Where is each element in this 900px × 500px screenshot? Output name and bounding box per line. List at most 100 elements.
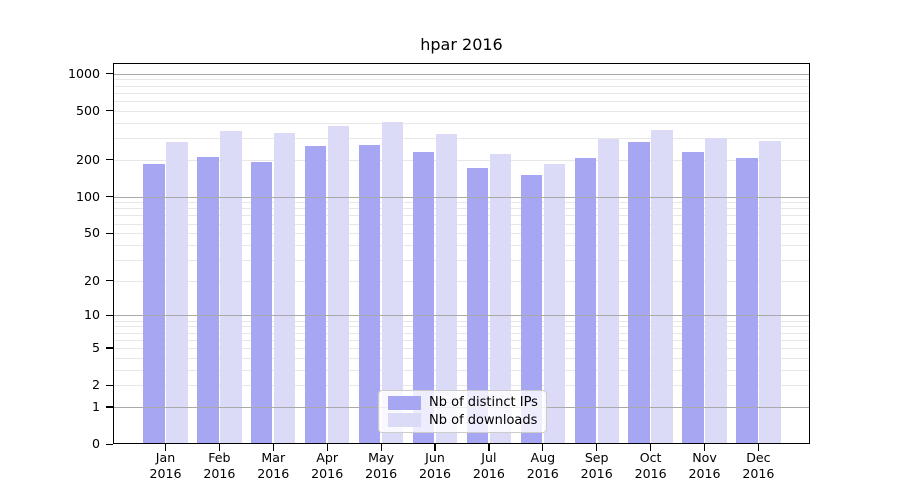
y-tick-mark — [106, 280, 113, 282]
gridline-minor — [113, 357, 810, 359]
bar-distinct-ips — [520, 175, 542, 444]
legend-row-downloads: Nb of downloads — [388, 413, 546, 428]
x-tick-mark — [272, 444, 274, 451]
x-tick-mark — [380, 444, 382, 451]
y-tick-mark — [106, 110, 113, 112]
x-tick-mark — [326, 444, 328, 451]
y-tick-mark — [106, 73, 113, 75]
x-tick-label: Jun 2016 — [418, 450, 452, 481]
x-tick-label: Nov 2016 — [688, 450, 721, 481]
gridline-minor — [113, 223, 810, 225]
gridline-minor — [113, 208, 810, 210]
gridline-minor — [113, 137, 810, 139]
x-tick-label: Apr 2016 — [311, 450, 344, 481]
gridline-minor — [113, 79, 810, 81]
y-tick-label: 1000 — [67, 65, 100, 81]
x-tick-mark — [650, 444, 652, 451]
gridline-minor — [113, 244, 810, 246]
y-tick-mark — [106, 232, 113, 234]
y-tick-mark — [106, 159, 113, 161]
x-tick-label: Feb 2016 — [203, 450, 236, 481]
x-tick-mark — [757, 444, 760, 451]
gridline-minor — [113, 215, 810, 217]
y-tick-mark — [106, 384, 113, 386]
bar-downloads — [274, 132, 296, 444]
y-tick-label: 2 — [91, 377, 100, 393]
bar-distinct-ips — [466, 167, 489, 444]
legend-label-downloads: Nb of downloads — [429, 412, 538, 428]
x-tick-label: Mar 2016 — [257, 450, 290, 481]
bar-distinct-ips — [251, 162, 273, 444]
y-tick-label: 5 — [91, 339, 100, 355]
legend: Nb of distinct IPs Nb of downloads — [378, 390, 547, 433]
gridline-minor — [113, 110, 810, 112]
x-tick-label: Dec 2016 — [742, 450, 775, 481]
gridline-minor — [113, 85, 810, 87]
gridline-minor — [113, 122, 810, 124]
y-tick-label: 1 — [91, 398, 100, 414]
gridline-minor — [113, 159, 810, 161]
chart-title: hpar 2016 — [420, 35, 503, 54]
bar-distinct-ips — [197, 156, 219, 444]
gridline-minor — [113, 332, 810, 334]
y-tick-label: 100 — [75, 188, 100, 204]
bar-distinct-ips — [305, 145, 327, 444]
gridline-minor — [113, 385, 810, 387]
bar-downloads — [328, 126, 350, 444]
x-tick-label: Aug 2016 — [526, 450, 559, 481]
y-tick-mark — [106, 314, 113, 317]
y-tick-label: 20 — [83, 272, 100, 288]
gridline-major — [113, 315, 810, 317]
legend-row-distinct-ips: Nb of distinct IPs — [388, 395, 546, 410]
bar-distinct-ips — [736, 157, 758, 444]
x-tick-label: Jan 2016 — [149, 450, 182, 481]
x-tick-mark — [703, 444, 706, 451]
x-tick-label: May 2016 — [365, 450, 398, 481]
legend-swatch-distinct-ips — [388, 395, 421, 410]
bar-distinct-ips — [628, 142, 650, 444]
bar-distinct-ips — [682, 152, 704, 444]
x-tick-label: Jul 2016 — [472, 450, 505, 481]
x-tick-mark — [218, 444, 221, 451]
gridline-minor — [113, 320, 810, 322]
x-tick-mark — [488, 444, 490, 451]
gridline-minor — [113, 259, 810, 261]
bar-downloads — [435, 134, 458, 444]
bar-distinct-ips — [574, 158, 596, 444]
gridline-major — [113, 73, 810, 75]
bar-downloads — [705, 137, 727, 444]
x-tick-mark — [596, 444, 598, 451]
x-tick-mark — [542, 444, 544, 451]
bar-downloads — [166, 141, 188, 444]
gridline-minor — [113, 339, 810, 341]
gridline-minor — [113, 369, 810, 371]
bar-distinct-ips — [412, 152, 435, 444]
bar-distinct-ips — [358, 145, 381, 444]
y-tick-mark — [106, 406, 113, 408]
y-tick-mark — [106, 196, 113, 198]
x-tick-mark — [164, 444, 167, 451]
legend-swatch-downloads — [388, 413, 421, 428]
gridline-minor — [113, 280, 810, 282]
bar-downloads — [597, 138, 619, 444]
gridline-minor — [113, 347, 810, 349]
y-tick-label: 0 — [91, 436, 100, 451]
bar-distinct-ips — [143, 163, 165, 444]
x-tick-mark — [434, 444, 436, 451]
y-tick-label: 200 — [75, 151, 100, 167]
bar-downloads — [489, 154, 512, 444]
legend-label-distinct-ips: Nb of distinct IPs — [429, 395, 538, 411]
x-tick-label: Sep 2016 — [580, 450, 613, 481]
bar-downloads — [543, 164, 565, 444]
gridline-minor — [113, 326, 810, 328]
gridline-minor — [113, 233, 810, 235]
gridline-minor — [113, 202, 810, 204]
y-tick-label: 50 — [83, 225, 100, 241]
bar-downloads — [651, 129, 673, 444]
y-tick-label: 10 — [83, 307, 100, 323]
bar-downloads — [220, 130, 242, 444]
x-tick-label: Oct 2016 — [634, 450, 667, 481]
gridline-major — [113, 196, 810, 198]
y-tick-label: 500 — [75, 102, 100, 118]
